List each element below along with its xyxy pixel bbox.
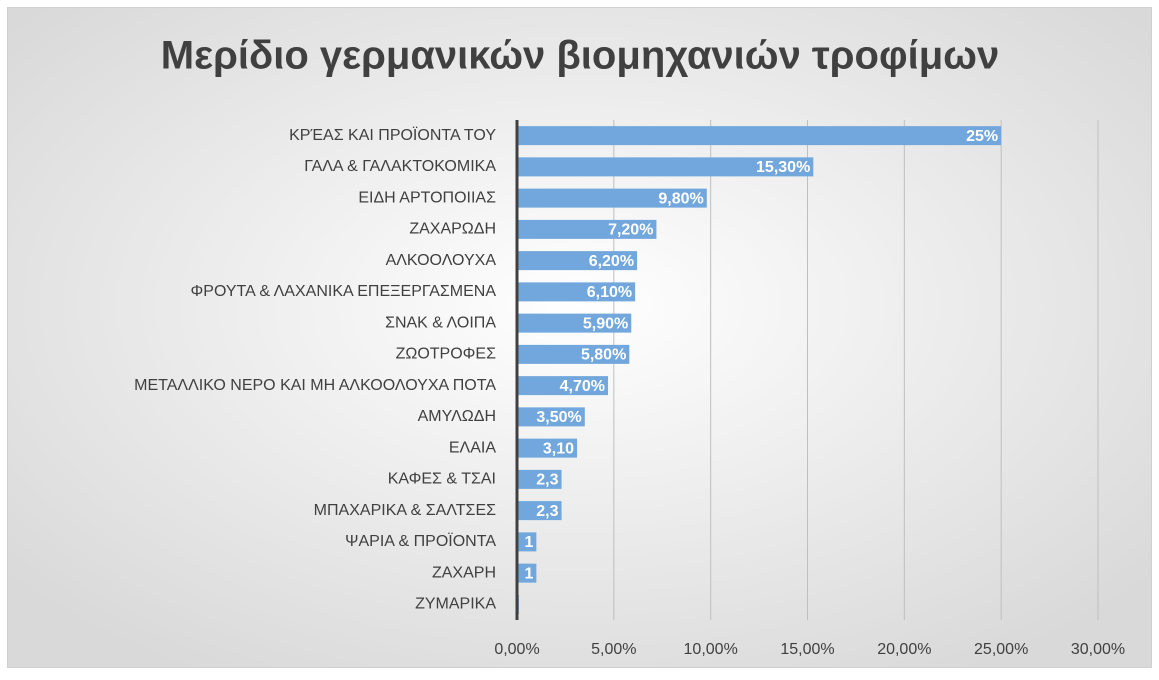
value-label: 15,30%	[756, 159, 810, 176]
y-tick-label: ΜΠΑΧΑΡΙΚΑ & ΣΑΛΤΣΕΣ	[314, 502, 496, 519]
y-tick-label: ΖΑΧΑΡΩΔΗ	[409, 221, 496, 238]
bar	[517, 532, 537, 552]
y-tick-label: ΖΥΜΑΡΙΚΑ	[415, 596, 496, 613]
chart-background	[7, 7, 1152, 668]
value-label: 3,50%	[536, 409, 581, 426]
bar	[517, 157, 814, 177]
bar	[517, 126, 1002, 146]
y-tick-label: ΚΡΈΑΣ ΚΑΙ ΠΡΟΪΟΝΤΑ ΤΟΥ	[289, 126, 496, 144]
x-tick-label: 0,00%	[494, 641, 539, 658]
value-label: 4,70%	[560, 378, 605, 395]
y-tick-label: ΖΩΟΤΡΟΦΕΣ	[396, 346, 497, 363]
x-tick-label: 5,00%	[591, 641, 636, 658]
bar	[517, 469, 562, 489]
bar	[517, 344, 630, 364]
x-tick-label: 30,00%	[1071, 641, 1125, 658]
y-tick-label: ΕΙΔΗ ΑΡΤΟΠΟΙΙΑΣ	[358, 189, 496, 206]
value-label: 5,80%	[581, 347, 626, 364]
y-tick-label: ΓΑΛΑ & ΓΑΛΑΚΤΟΚΟΜΙΚΑ	[304, 158, 496, 175]
y-tick-label: ΕΛΑΙΑ	[449, 439, 496, 456]
bar	[517, 563, 537, 583]
value-label: 6,10%	[587, 284, 632, 301]
bar	[517, 188, 707, 208]
bar	[517, 313, 632, 333]
x-tick-label: 25,00%	[974, 641, 1028, 658]
bar	[517, 219, 657, 239]
value-label: 3,10	[543, 440, 574, 457]
bar	[517, 251, 638, 271]
y-tick-label: ΣΝΑΚ & ΛΟΙΠΑ	[385, 314, 496, 331]
x-tick-label: 15,00%	[780, 641, 834, 658]
y-tick-label: ΨΑΡΙΑ & ΠΡΟΪΟΝΤΑ	[345, 532, 496, 550]
x-tick-label: 20,00%	[877, 641, 931, 658]
y-tick-label: ΑΛΚΟΟΛΟΥΧΑ	[386, 252, 497, 269]
value-label: 2,3	[536, 503, 558, 520]
x-tick-label: 10,00%	[684, 641, 738, 658]
value-label: 6,20%	[589, 253, 634, 270]
value-label: 7,20%	[608, 222, 653, 239]
value-label: 25%	[966, 128, 998, 145]
value-label: 9,80%	[658, 190, 703, 207]
bar	[517, 407, 585, 427]
chart-title: Μερίδιο γερμανικών βιομηχανιών τροφίμων	[161, 34, 999, 78]
y-tick-label: ΦΡΟΥΤΑ & ΛΑΧΑΝΙΚΑ ΕΠΕΞΕΡΓΑΣΜΕΝΑ	[191, 283, 497, 300]
value-label: 1	[524, 565, 533, 582]
y-tick-label: ΑΜΥΛΩΔΗ	[418, 408, 496, 425]
bar	[517, 501, 562, 521]
y-tick-label: ΜΕΤΑΛΛΙΚΟ ΝΕΡΟ ΚΑΙ ΜΗ ΑΛΚΟΟΛΟΥΧΑ ΠΟΤΑ	[134, 377, 496, 394]
y-tick-label: ΚΑΦΕΣ & ΤΣΑΙ	[388, 471, 496, 488]
bar	[517, 438, 578, 458]
value-label: 2,3	[536, 472, 558, 489]
value-label: 1	[524, 534, 533, 551]
value-label: 5,90%	[583, 315, 628, 332]
bar	[517, 282, 636, 302]
y-tick-label: ΖΑΧΑΡΗ	[432, 564, 496, 581]
bar	[517, 376, 609, 396]
